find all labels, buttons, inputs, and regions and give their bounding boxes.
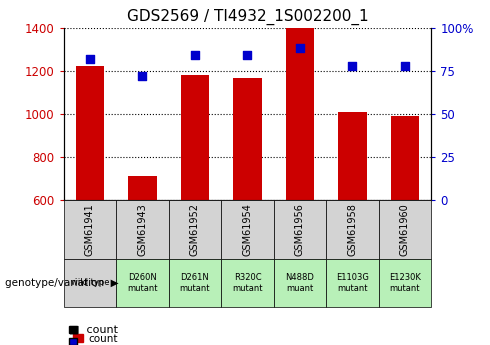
Title: GDS2569 / TI4932_1S002200_1: GDS2569 / TI4932_1S002200_1	[126, 9, 368, 25]
Text: E1230K
mutant: E1230K mutant	[389, 273, 421, 293]
Text: GSM61958: GSM61958	[347, 203, 357, 256]
Point	[191, 52, 199, 58]
Point	[139, 73, 147, 79]
Bar	[338, 112, 367, 200]
Text: GSM61956: GSM61956	[295, 203, 305, 256]
Bar	[286, 28, 315, 200]
Text: D260N
mutant: D260N mutant	[127, 273, 158, 293]
Text: wild type: wild type	[71, 278, 109, 287]
Bar	[180, 75, 209, 200]
Point	[348, 63, 356, 68]
Text: D261N
mutant: D261N mutant	[180, 273, 210, 293]
Text: GSM61952: GSM61952	[190, 203, 200, 256]
Text: N488D
muant: N488D muant	[286, 273, 315, 293]
Point	[401, 63, 409, 68]
Text: GSM61943: GSM61943	[138, 203, 147, 256]
Bar	[75, 66, 104, 200]
Text: ■  count: ■ count	[69, 325, 118, 334]
Text: R320C
mutant: R320C mutant	[232, 273, 263, 293]
Point	[244, 52, 251, 58]
Bar	[128, 176, 157, 200]
Legend: count, percentile rank within the sample: count, percentile rank within the sample	[69, 329, 269, 345]
Bar	[391, 116, 419, 200]
Point	[86, 56, 94, 61]
Text: GSM61941: GSM61941	[85, 203, 95, 256]
Text: GSM61960: GSM61960	[400, 203, 410, 256]
Text: genotype/variation  ▶: genotype/variation ▶	[5, 278, 119, 288]
Text: GSM61954: GSM61954	[243, 203, 252, 256]
Bar	[233, 78, 262, 200]
Point	[296, 46, 304, 51]
Text: E1103G
mutant: E1103G mutant	[336, 273, 369, 293]
